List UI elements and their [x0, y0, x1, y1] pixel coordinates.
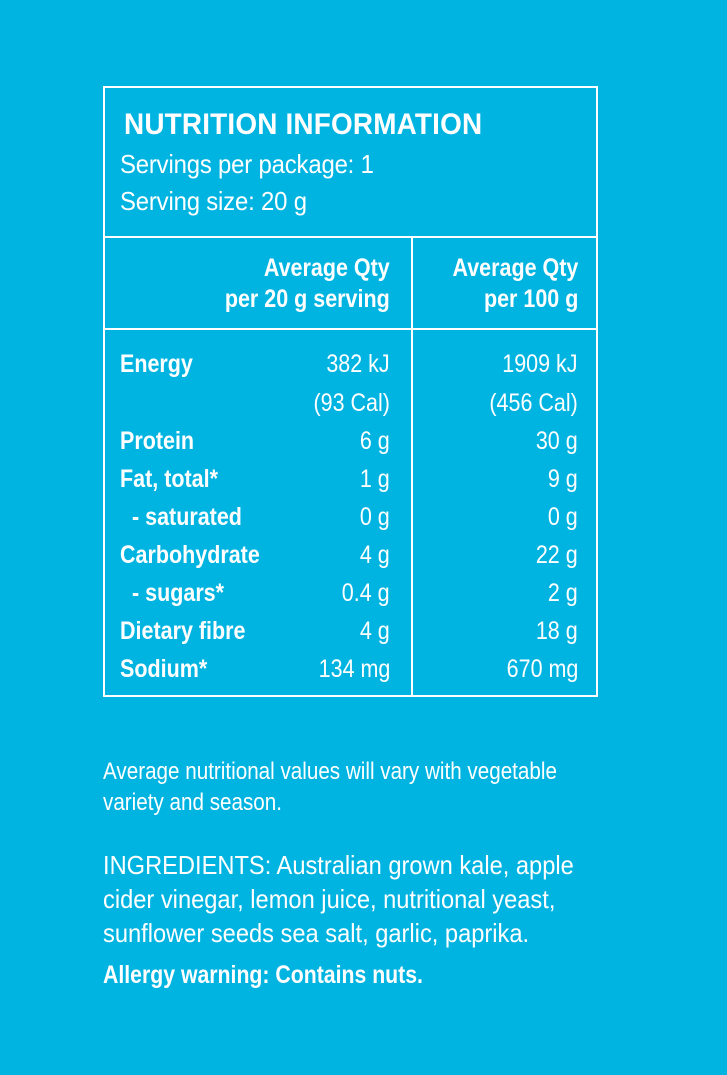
panel-title: NUTRITION INFORMATION [124, 108, 483, 141]
serving-size: Serving size: 20 g [120, 186, 307, 216]
nutrient-row: Dietary fibre 4 g 18 g [105, 612, 596, 650]
nutrition-panel: NUTRITION INFORMATION Servings per packa… [103, 86, 598, 697]
value-per-100g: 670 mg [506, 655, 578, 683]
value-per-100g: (456 Cal) [489, 389, 578, 417]
value-per-serving: 382 kJ [326, 350, 390, 378]
value-per-100g: 9 g [548, 465, 578, 493]
value-per-serving: 4 g [360, 541, 390, 569]
nutrient-row: - sugars* 0.4 g 2 g [105, 574, 596, 612]
variation-note-line2: variety and season. [103, 789, 282, 816]
nutrient-label: Fat, total* [120, 465, 218, 493]
col-header-per-100g-line1: Average Qty [452, 254, 578, 282]
col-header-per-100g: Average Qty per 100 g [452, 253, 578, 315]
value-per-serving: 6 g [360, 427, 390, 455]
nutrient-label: Carbohydrate [120, 541, 260, 569]
nutrient-row: Sodium* 134 mg 670 mg [105, 650, 596, 688]
ingredients-line2: cider vinegar, lemon juice, nutritional … [103, 884, 556, 914]
value-per-serving: 0.4 g [342, 579, 390, 607]
value-per-serving: 4 g [360, 617, 390, 645]
nutrient-label: Sodium* [120, 655, 208, 683]
allergy-warning: Allergy warning: Contains nuts. [103, 961, 423, 989]
value-per-serving: 1 g [360, 465, 390, 493]
value-per-100g: 2 g [548, 579, 578, 607]
value-per-100g: 1909 kJ [502, 350, 578, 378]
nutrient-row: Carbohydrate 4 g 22 g [105, 536, 596, 574]
nutrient-row: Fat, total* 1 g 9 g [105, 460, 596, 498]
col-header-per-serving-line1: Average Qty [264, 254, 390, 282]
value-per-100g: 22 g [536, 541, 578, 569]
ingredients-line1: INGREDIENTS: Australian grown kale, appl… [103, 850, 574, 880]
ingredients: INGREDIENTS: Australian grown kale, appl… [103, 848, 574, 950]
col-header-per-100g-line2: per 100 g [483, 285, 578, 313]
column-divider [411, 238, 413, 695]
nutrient-label: Dietary fibre [120, 617, 246, 645]
nutrient-row: - saturated 0 g 0 g [105, 498, 596, 536]
nutrient-label: Protein [120, 427, 195, 455]
servings-per-package: Servings per package: 1 [120, 149, 374, 179]
nutrient-label: - saturated [132, 503, 242, 531]
value-per-100g: 18 g [536, 617, 578, 645]
value-per-100g: 0 g [548, 503, 578, 531]
header-divider [105, 236, 596, 238]
col-header-per-serving: Average Qty per 20 g serving [225, 253, 390, 315]
col-header-per-serving-line2: per 20 g serving [225, 285, 390, 313]
nutrient-row: Energy 382 kJ 1909 kJ [105, 345, 596, 383]
nutrient-row: Protein 6 g 30 g [105, 422, 596, 460]
value-per-100g: 30 g [536, 427, 578, 455]
variation-note-line1: Average nutritional values will vary wit… [103, 758, 557, 785]
value-per-serving: 134 mg [318, 655, 390, 683]
nutrient-row: (93 Cal) (456 Cal) [105, 384, 596, 422]
nutrient-label: Energy [120, 350, 193, 378]
ingredients-line3: sunflower seeds sea salt, garlic, paprik… [103, 918, 530, 948]
colhead-divider [105, 328, 596, 330]
value-per-serving: 0 g [360, 503, 390, 531]
value-per-serving: (93 Cal) [313, 389, 390, 417]
variation-note: Average nutritional values will vary wit… [103, 756, 557, 818]
nutrient-label: - sugars* [132, 579, 225, 607]
